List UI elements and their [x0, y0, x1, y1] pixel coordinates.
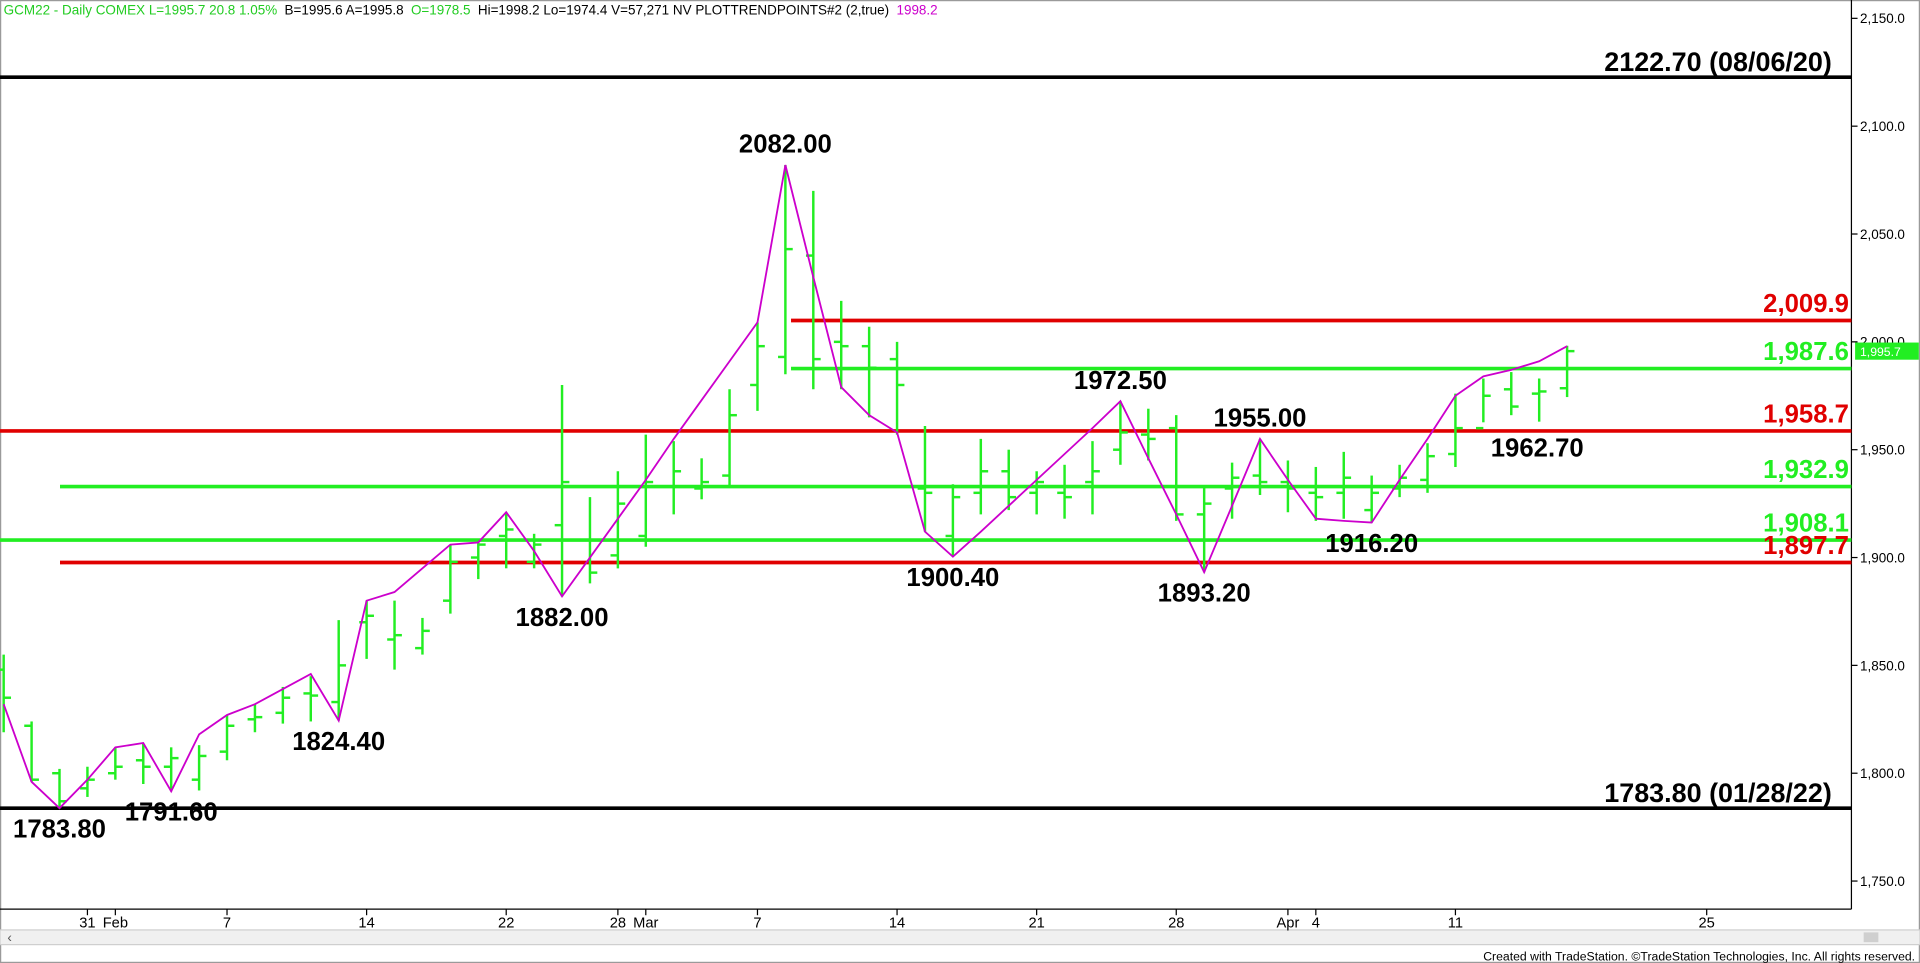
x-tick-label: Feb: [103, 915, 128, 931]
x-tick-label: Mar: [633, 915, 658, 931]
pivot-label: 1900.40: [906, 564, 999, 592]
level-label: 1,987.6: [1763, 338, 1849, 366]
x-tick-label: 11: [1448, 915, 1463, 931]
pivot-label: 1791.60: [125, 799, 218, 827]
x-tick-label: Apr: [1276, 915, 1299, 931]
x-tick-label: 14: [358, 915, 374, 931]
x-tick-label: 7: [223, 915, 231, 931]
x-tick-label: 22: [498, 915, 514, 931]
x-tick-label: 25: [1699, 915, 1715, 931]
pivot-label: 1783.80: [13, 816, 106, 844]
x-tick-label: 28: [1168, 915, 1184, 931]
pivot-label: 2082.00: [739, 131, 832, 159]
level-label: 2122.70 (08/06/20): [1604, 47, 1832, 77]
y-tick-label: 1,800.0: [1860, 766, 1905, 781]
pivot-label: 1972.50: [1074, 367, 1167, 395]
x-tick-label: 4: [1312, 915, 1320, 931]
low-label: 1962.70: [1491, 435, 1584, 463]
header-part: 1998.2: [896, 3, 937, 18]
y-tick-label: 1,750.0: [1860, 874, 1905, 889]
price-marker: [1855, 342, 1919, 360]
level-label: 1783.80 (01/28/22): [1604, 778, 1832, 808]
pivot-label: 1893.20: [1158, 580, 1251, 608]
price-marker-label: 1,995.7: [1860, 345, 1901, 359]
y-tick-label: 2,150.0: [1860, 11, 1905, 26]
header-part: Hi=1998.2 Lo=1974.4 V=57,271 NV PLOTTREN…: [478, 3, 889, 18]
header-part: B=1995.6 A=1995.8: [285, 3, 404, 18]
x-tick-label: 14: [889, 915, 905, 931]
scrollbar[interactable]: [0, 929, 1920, 946]
x-tick-label: 7: [753, 915, 761, 931]
pivot-line: [2, 164, 1568, 810]
y-tick-label: 2,050.0: [1860, 227, 1905, 242]
footer: Created with TradeStation. ©TradeStation…: [1483, 950, 1915, 963]
level-label: 1,958.7: [1763, 400, 1849, 428]
x-tick-label: 28: [610, 915, 626, 931]
scroll-left[interactable]: ‹: [7, 930, 11, 945]
y-tick-label: 2,100.0: [1860, 119, 1905, 134]
level-label: 1,908.1: [1763, 509, 1849, 537]
pivot-label: 1955.00: [1214, 405, 1307, 433]
level-label: 1,897.7: [1763, 532, 1849, 560]
scroll-thumb[interactable]: [1863, 932, 1879, 943]
y-tick-label: 1,850.0: [1860, 658, 1905, 673]
x-tick-label: 21: [1028, 915, 1044, 931]
pivot-label: 1824.40: [292, 728, 385, 756]
level-label: 2,009.9: [1763, 290, 1849, 318]
y-tick-label: 1,900.0: [1860, 550, 1905, 565]
pivot-label: 1882.00: [516, 604, 609, 632]
pivot-label: 1916.20: [1325, 530, 1418, 558]
header-part: GCM22 - Daily COMEX L=1995.7 20.8 1.05%: [4, 3, 278, 18]
x-tick-label: 31: [79, 915, 95, 931]
header: GCM22 - Daily COMEX L=1995.7 20.8 1.05% B…: [4, 3, 938, 18]
y-tick-label: 1,950.0: [1860, 443, 1905, 458]
header-part: O=1978.5: [411, 3, 471, 18]
level-label: 1,932.9: [1763, 456, 1849, 484]
